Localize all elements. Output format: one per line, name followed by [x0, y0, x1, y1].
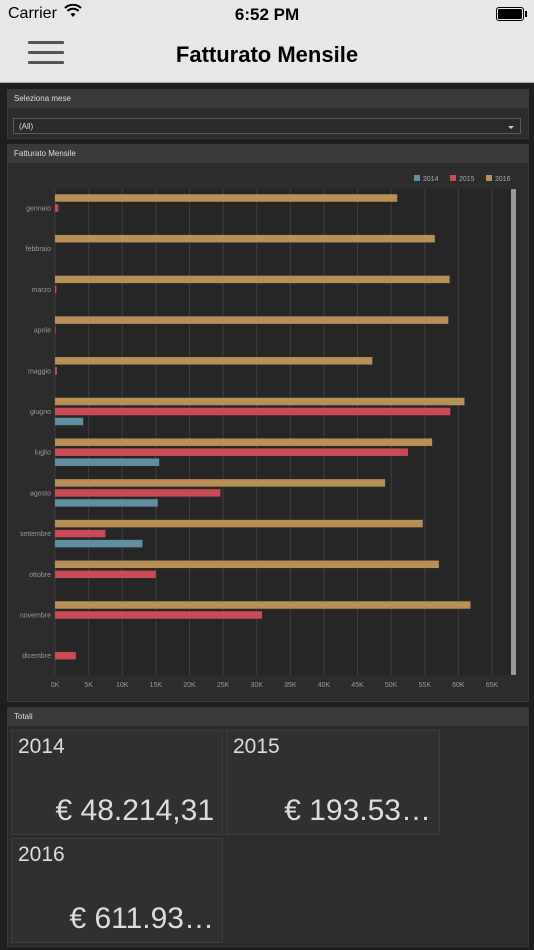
- bar: [55, 479, 386, 487]
- wifi-icon: [64, 4, 82, 17]
- chevron-down-icon: [508, 126, 514, 129]
- x-tick-label: 20K: [183, 682, 196, 689]
- chart-panel: Fatturato Mensile 0K 5K 10K 15K 20K 25K 30K 35K…: [7, 144, 529, 702]
- bar: [55, 601, 471, 609]
- x-tick-label: 15K: [150, 682, 163, 689]
- x-tick-label: 10K: [116, 682, 129, 689]
- legend-label: 2015: [459, 176, 475, 183]
- category-label: aprile: [34, 328, 51, 335]
- category-label: novembre: [20, 613, 51, 620]
- totals-title: Totali: [8, 708, 528, 726]
- bar: [55, 489, 221, 497]
- bar: [55, 194, 398, 202]
- x-tick-label: 40K: [318, 682, 331, 689]
- x-tick-label: 30K: [250, 682, 263, 689]
- month-filter-label: Seleziona mese: [8, 90, 528, 108]
- bar: [55, 367, 58, 375]
- status-bar: Carrier 6:52 PM: [0, 0, 534, 28]
- category-label: dicembre: [22, 653, 51, 660]
- bar: [55, 234, 435, 243]
- bar: [55, 438, 433, 446]
- legend-label: 2016: [495, 176, 511, 183]
- total-year: 2014: [18, 735, 65, 758]
- bar: [55, 285, 57, 294]
- bar: [55, 326, 56, 334]
- month-filter-panel: Seleziona mese (All): [7, 89, 529, 139]
- x-tick-label: 25K: [217, 682, 230, 689]
- total-tile-2014[interactable]: 2014 € 48.214,31: [11, 730, 223, 835]
- bar: [55, 397, 465, 406]
- category-label: agosto: [30, 490, 51, 497]
- bar: [55, 519, 423, 528]
- category-label: settembre: [20, 531, 51, 538]
- category-label: maggio: [28, 368, 51, 375]
- category-label: luglio: [35, 450, 51, 457]
- bar: [55, 448, 408, 456]
- total-amount: € 193.53…: [284, 794, 431, 827]
- bar: [55, 570, 156, 579]
- scrollbar: [511, 189, 516, 675]
- bar: [55, 499, 158, 507]
- total-tile-2015[interactable]: 2015 € 193.53…: [226, 730, 440, 835]
- total-amount: € 611.93…: [69, 902, 214, 935]
- x-tick-label: 45K: [351, 682, 364, 689]
- month-select-value: (All): [19, 122, 34, 131]
- legend-swatch: [414, 175, 420, 181]
- x-tick-label: 60K: [452, 682, 465, 689]
- category-label: ottobre: [29, 572, 51, 579]
- x-tick-label: 65K: [486, 682, 499, 689]
- x-tick-label: 5K: [84, 682, 93, 689]
- bar: [55, 611, 263, 619]
- bar: [55, 407, 451, 416]
- plot-area: [55, 189, 512, 675]
- legend-swatch: [450, 175, 456, 181]
- category-label: febbraio: [26, 246, 51, 253]
- bar: [55, 651, 76, 660]
- x-tick-label: 35K: [284, 682, 297, 689]
- bar: [55, 316, 449, 324]
- totals-panel: Totali 2014 € 48.214,31 2015 € 193.53… 2…: [7, 707, 529, 947]
- category-label: gennaio: [26, 206, 51, 213]
- bar: [55, 458, 160, 466]
- bar: [55, 529, 106, 538]
- total-year: 2015: [233, 735, 280, 758]
- clock: 6:52 PM: [234, 5, 300, 24]
- nav-bar: Fatturato Mensile: [0, 28, 534, 83]
- total-tile-2016[interactable]: 2016 € 611.93…: [11, 838, 223, 943]
- bar: [55, 417, 84, 426]
- battery-icon: [496, 7, 527, 21]
- bar: [55, 357, 373, 365]
- page-title: Fatturato Mensile: [175, 42, 359, 67]
- month-select[interactable]: (All): [13, 118, 521, 134]
- category-label: marzo: [32, 287, 52, 294]
- chart-panel-title: Fatturato Mensile: [8, 145, 528, 163]
- bar: [55, 275, 450, 284]
- category-label: giugno: [30, 409, 51, 416]
- bar: [55, 560, 439, 569]
- legend-label: 2014: [423, 176, 439, 183]
- carrier-label: Carrier: [8, 5, 57, 22]
- total-amount: € 48.214,31: [55, 794, 214, 827]
- bar: [55, 539, 143, 548]
- x-tick-label: 55K: [419, 682, 432, 689]
- legend-swatch: [486, 175, 492, 181]
- total-year: 2016: [18, 843, 65, 866]
- x-tick-label: 50K: [385, 682, 398, 689]
- revenue-chart: 0K 5K 10K 15K 20K 25K 30K 35K 40K 45K 50K 55K 60K 65K…: [20, 175, 516, 689]
- bar: [55, 204, 59, 212]
- menu-icon[interactable]: [28, 41, 64, 67]
- x-tick-label: 0K: [51, 682, 60, 689]
